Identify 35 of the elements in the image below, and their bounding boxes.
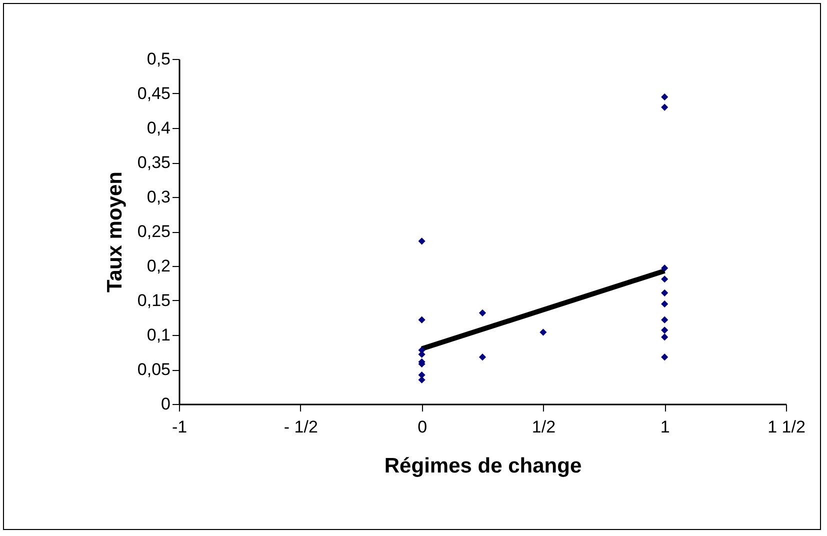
point	[661, 300, 668, 308]
point	[661, 276, 668, 283]
point	[418, 316, 426, 324]
point	[661, 316, 668, 324]
point	[661, 326, 668, 334]
point	[418, 238, 426, 245]
x-tick-label: -1	[172, 418, 188, 436]
point	[661, 354, 668, 361]
point	[478, 309, 486, 316]
y-tick-label: 0	[161, 394, 170, 414]
y-axis-title: Taux moyen	[103, 172, 126, 292]
y-tick-label: 0,1	[146, 326, 170, 344]
point	[540, 328, 547, 336]
y-tick-label: 0,45	[137, 84, 170, 103]
y-tick-label: 0,5	[146, 50, 170, 68]
point	[661, 334, 668, 341]
y-tick-label: 0,4	[146, 118, 170, 138]
y-tick-label: 0,05	[137, 360, 170, 379]
x-tick-label: 1/2	[532, 418, 556, 436]
y-tick-label: 0,15	[137, 291, 170, 310]
x-tick-label: - 1/2	[284, 418, 318, 436]
point	[661, 93, 668, 100]
point	[418, 376, 426, 384]
point	[661, 104, 668, 111]
x-tick-label: 0	[418, 418, 428, 436]
point	[478, 354, 486, 361]
point	[661, 264, 668, 272]
x-axis-title: Régimes de change	[384, 454, 582, 478]
x-tick-label: 1	[660, 418, 670, 436]
y-tick-label: 0,35	[137, 153, 170, 172]
y-tick-label: 0,2	[146, 256, 170, 276]
x-tick-label: 1 1/2	[768, 418, 806, 436]
y-tick-label: 0,3	[146, 188, 170, 206]
y-tick-label: 0,25	[137, 222, 170, 241]
point	[661, 289, 668, 296]
